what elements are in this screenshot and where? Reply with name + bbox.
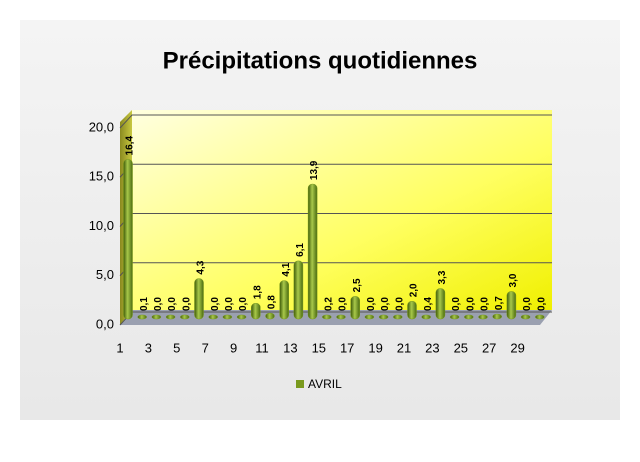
data-label: 0,0 xyxy=(451,297,462,311)
bar xyxy=(293,260,304,320)
x-tick-label: 5 xyxy=(173,340,180,355)
bar xyxy=(535,314,545,320)
data-label: 2,5 xyxy=(352,278,363,292)
bar xyxy=(236,314,247,320)
x-tick-label: 3 xyxy=(145,340,152,355)
bar xyxy=(378,314,389,320)
data-label: 0,0 xyxy=(338,297,349,311)
data-label: 0,0 xyxy=(224,297,235,311)
bar xyxy=(194,278,204,320)
y-tick-label: 5,0 xyxy=(96,267,114,282)
x-tick-label: 19 xyxy=(368,340,382,355)
data-label: 0,0 xyxy=(210,297,221,311)
bar xyxy=(435,288,446,320)
x-tick-label: 1 xyxy=(116,340,123,355)
bar xyxy=(307,183,318,320)
bar xyxy=(251,303,261,320)
bar xyxy=(464,314,474,320)
data-label: 0,4 xyxy=(423,297,434,311)
bar xyxy=(492,313,502,320)
bar xyxy=(222,314,233,320)
bar xyxy=(279,280,289,320)
x-tick-label: 29 xyxy=(510,340,524,355)
bar xyxy=(449,314,460,320)
x-tick-label: 11 xyxy=(255,340,269,355)
data-label: 1,8 xyxy=(252,285,263,299)
data-label: 6,1 xyxy=(295,243,306,257)
bar xyxy=(407,301,417,320)
x-tick-label: 13 xyxy=(283,340,297,355)
data-label: 0,0 xyxy=(522,297,533,311)
bar xyxy=(165,314,176,320)
bar xyxy=(180,314,190,320)
bar xyxy=(208,314,218,320)
bar xyxy=(421,314,431,320)
data-label: 13,9 xyxy=(309,160,320,180)
chart-title: Précipitations quotidiennes xyxy=(163,47,478,74)
bar xyxy=(137,314,147,320)
x-tick-label: 15 xyxy=(312,340,326,355)
data-label: 0,0 xyxy=(153,297,164,311)
legend-label: AVRIL xyxy=(308,377,342,391)
data-label: 0,0 xyxy=(380,297,391,311)
data-label: 0,7 xyxy=(494,296,505,310)
legend-swatch xyxy=(296,380,304,388)
bar xyxy=(364,314,375,320)
data-label: 0,2 xyxy=(323,297,334,311)
bar xyxy=(336,314,346,320)
y-tick-label: 15,0 xyxy=(89,169,114,184)
grid-line xyxy=(119,114,552,129)
bar xyxy=(478,314,488,320)
bar xyxy=(506,291,517,320)
data-label: 3,0 xyxy=(508,273,519,287)
back-wall xyxy=(132,110,552,310)
x-tick-label: 23 xyxy=(425,340,439,355)
bar xyxy=(151,314,162,320)
bar xyxy=(265,312,275,320)
data-label: 0,8 xyxy=(267,295,278,309)
data-label: 0,0 xyxy=(238,297,249,311)
bar xyxy=(350,296,360,320)
data-label: 0,1 xyxy=(139,297,150,311)
y-tick-label: 10,0 xyxy=(89,218,114,233)
data-label: 0,0 xyxy=(366,297,377,311)
x-tick-label: 27 xyxy=(482,340,496,355)
data-label: 4,1 xyxy=(281,262,292,276)
x-tick-label: 17 xyxy=(340,340,354,355)
data-label: 0,0 xyxy=(181,297,192,311)
data-label: 2,0 xyxy=(409,283,420,297)
bar xyxy=(520,314,531,320)
data-label: 0,0 xyxy=(394,297,405,311)
bar xyxy=(123,159,133,320)
data-label: 16,4 xyxy=(125,136,136,156)
data-label: 0,0 xyxy=(480,297,491,311)
data-label: 0,0 xyxy=(536,297,547,311)
data-label: 3,3 xyxy=(437,270,448,284)
x-tick-label: 25 xyxy=(454,340,468,355)
y-tick-label: 0,0 xyxy=(96,316,114,331)
bar xyxy=(322,314,332,320)
y-tick-label: 20,0 xyxy=(89,119,114,134)
data-label: 0,0 xyxy=(465,297,476,311)
x-tick-label: 21 xyxy=(397,340,411,355)
data-label: 4,3 xyxy=(196,260,207,274)
x-tick-label: 7 xyxy=(202,340,209,355)
data-label: 0,0 xyxy=(167,297,178,311)
x-tick-label: 9 xyxy=(230,340,237,355)
bar xyxy=(393,314,403,320)
